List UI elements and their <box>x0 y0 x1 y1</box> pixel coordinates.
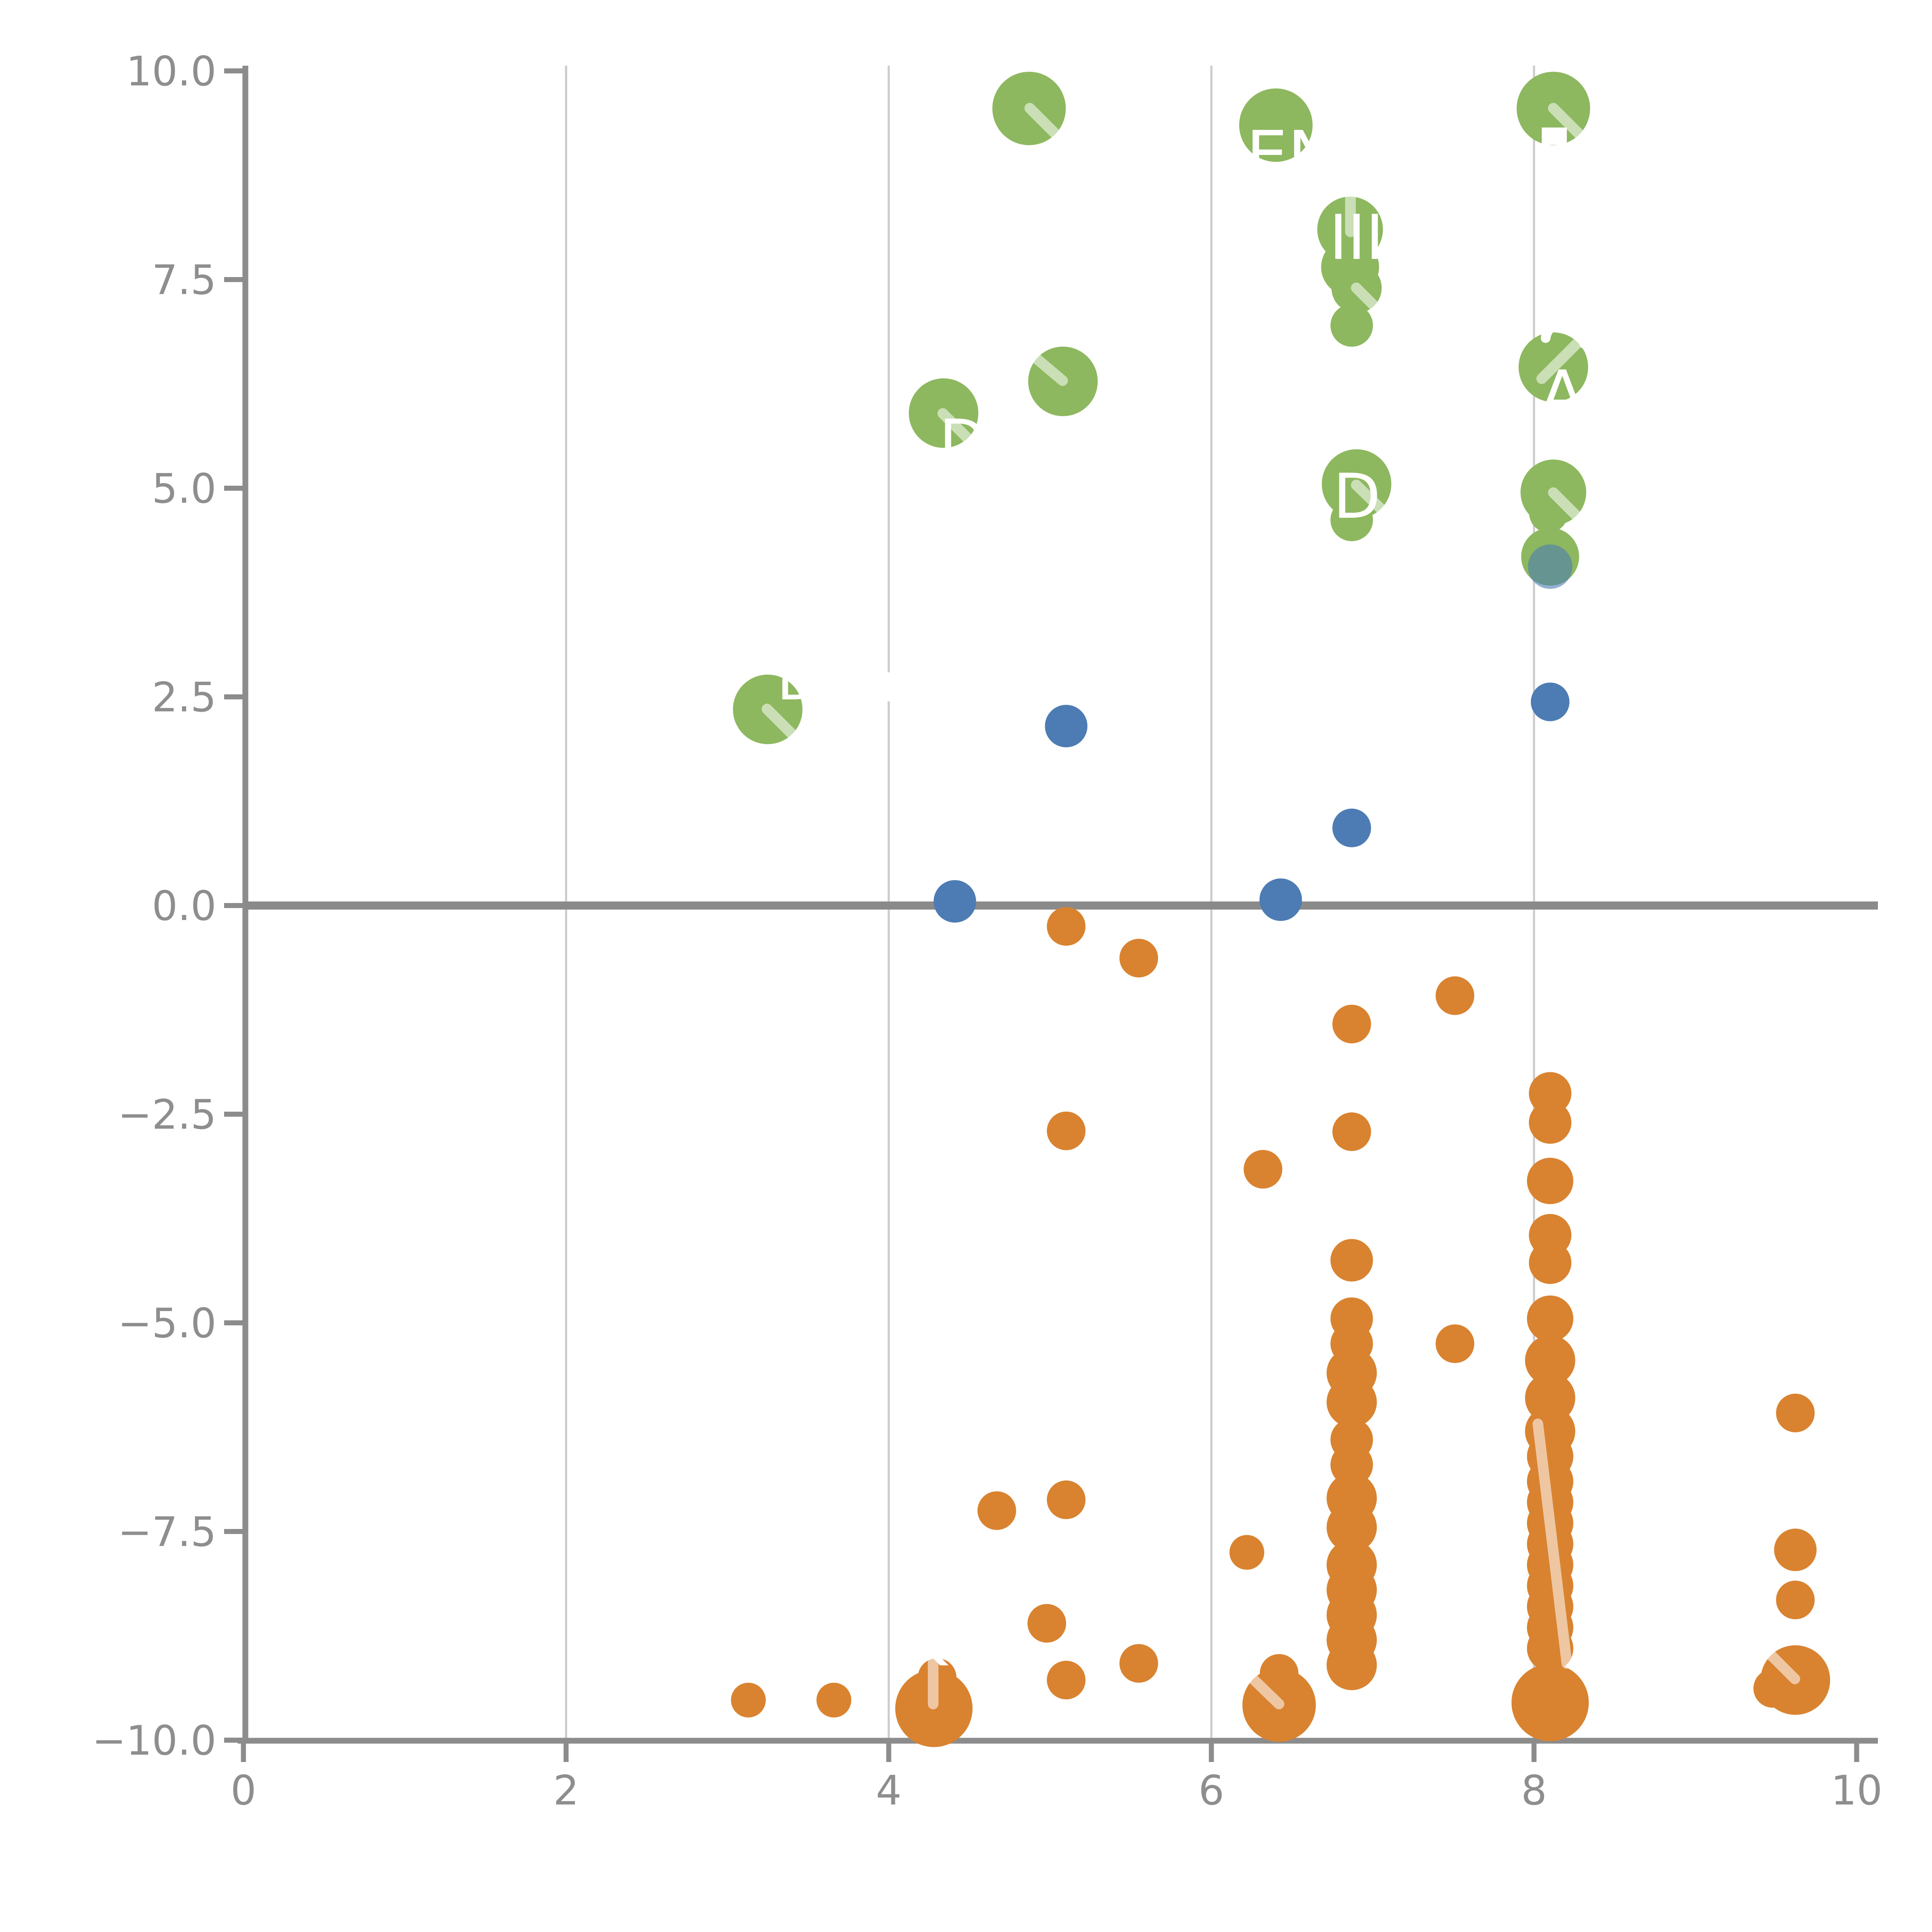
orange-dots-point-25[interactable] <box>1330 1239 1373 1282</box>
y-tick-label-0: 0.0 <box>152 883 216 930</box>
annotation-arc-fragment-0 <box>1541 316 1590 349</box>
orange-dots-point-40[interactable] <box>1529 1101 1571 1144</box>
y-tick-label--7.5: −7.5 <box>118 1509 216 1556</box>
y-tick-label--2.5: −2.5 <box>118 1091 216 1138</box>
leader-line-5 <box>937 408 1012 483</box>
x-tick-label-6: 6 <box>1199 1767 1225 1814</box>
annotation-labels-layer: M EN III D A D D KD E <box>777 117 1779 1681</box>
x-tick-label-4: 4 <box>876 1767 902 1814</box>
annotation-fragment-6: D <box>777 646 821 713</box>
orange-dots-point-33[interactable] <box>1327 1502 1377 1553</box>
orange-dots-point-1[interactable] <box>1119 939 1158 978</box>
blue-dots-point-2[interactable] <box>1259 878 1302 921</box>
y-tick-label-2.5: 2.5 <box>152 674 216 721</box>
leader-lines-layer <box>762 103 1800 1709</box>
annotation-fragment-0: M <box>1039 129 1099 210</box>
green-bubbles-point-6[interactable] <box>1330 304 1373 347</box>
green-bubbles-point-1[interactable] <box>1239 88 1313 162</box>
orange-dots-point-29[interactable] <box>1327 1377 1377 1427</box>
orange-dots-point-15[interactable] <box>731 1682 766 1718</box>
annotation-rect-fragment-1 <box>1542 128 1567 145</box>
orange-dots-point-39[interactable] <box>1529 1072 1571 1115</box>
blue-dots-point-1[interactable] <box>1045 705 1088 748</box>
orange-dots-point-41[interactable] <box>1527 1158 1573 1204</box>
annotation-fragment-3: D <box>939 406 986 478</box>
leader-line-3 <box>1351 282 1412 344</box>
leader-line-8 <box>1548 487 1624 564</box>
axes-layer <box>224 66 1878 1762</box>
leader-line-11 <box>1214 1641 1284 1709</box>
orange-dots-point-38[interactable] <box>1327 1640 1377 1690</box>
orange-dots-point-18[interactable] <box>1776 1580 1815 1619</box>
annotation-fragment-2: III <box>1329 201 1384 274</box>
orange-dots-point-11[interactable] <box>1229 1535 1264 1570</box>
orange-dots-point-3[interactable] <box>1435 976 1475 1015</box>
leader-line-4 <box>995 323 1068 386</box>
orange-dots-point-43[interactable] <box>1529 1241 1571 1284</box>
blue-dots-point-3[interactable] <box>1332 808 1371 847</box>
y-tick-label-5: 5.0 <box>152 465 216 512</box>
orange-dots-point-58[interactable] <box>1511 1664 1589 1742</box>
annotation-fragment-8: E <box>1743 1556 1779 1623</box>
annotation-rect-fragment-0 <box>887 672 910 701</box>
orange-dots-point-16[interactable] <box>816 1682 852 1718</box>
leader-line-6 <box>1536 315 1605 384</box>
orange-dots-point-8[interactable] <box>1776 1393 1815 1432</box>
orange-dots-point-5[interactable] <box>1332 1112 1371 1151</box>
y-tick-label-7.5: 7.5 <box>152 257 216 304</box>
blue-dots-point-5[interactable] <box>1528 544 1573 589</box>
annotation-fragment-1: EN <box>1246 117 1337 194</box>
orange-dots-point-44[interactable] <box>1527 1295 1573 1342</box>
annotation-fragment-7: KD <box>904 1605 998 1681</box>
x-tick-label-8: 8 <box>1521 1767 1547 1814</box>
orange-dots-point-31[interactable] <box>1330 1443 1373 1486</box>
blue-dots-point-4[interactable] <box>1531 682 1570 721</box>
orange-dots-point-17[interactable] <box>1774 1529 1817 1571</box>
tick-labels-layer: 10.0 7.5 5.0 2.5 0.0 −2.5 −5.0 −7.5 −10.0 0 2 4 6 8 10 <box>92 48 1883 1814</box>
leader-line-0 <box>1024 103 1112 191</box>
leader-line-1 <box>1548 103 1636 191</box>
orange-dots-point-10[interactable] <box>1047 1480 1086 1519</box>
leader-line-7 <box>1351 480 1425 552</box>
annotation-fragment-5: D <box>1333 460 1381 532</box>
orange-dots-point-4[interactable] <box>1047 1111 1086 1150</box>
orange-dots-point-9[interactable] <box>977 1491 1016 1530</box>
y-tick-label-10: 10.0 <box>126 48 216 95</box>
leader-line-13 <box>1726 1610 1800 1684</box>
x-tick-label-10: 10 <box>1831 1767 1883 1814</box>
orange-dots-point-6[interactable] <box>1243 1150 1282 1189</box>
y-tick-label--10: −10.0 <box>92 1717 216 1764</box>
leader-line-12 <box>1532 1418 1572 1669</box>
orange-dots-point-2[interactable] <box>1332 1005 1371 1044</box>
orange-dots-point-0[interactable] <box>1047 907 1086 946</box>
orange-dots-point-7[interactable] <box>1435 1324 1475 1363</box>
orange-dots-point-14[interactable] <box>1119 1644 1158 1683</box>
x-tick-label-2: 2 <box>553 1767 579 1814</box>
green-bubbles-point-11[interactable] <box>1330 498 1373 541</box>
orange-dots-point-45[interactable] <box>1525 1335 1575 1386</box>
orange-dots-point-12[interactable] <box>1027 1604 1066 1643</box>
orange-dots-point-13[interactable] <box>1047 1660 1086 1699</box>
y-tick-label--5: −5.0 <box>118 1300 216 1347</box>
blue-dots-point-0[interactable] <box>934 880 976 923</box>
leader-line-9 <box>762 704 838 780</box>
annotation-fragment-4: A <box>1540 357 1585 433</box>
x-tick-label-0: 0 <box>231 1767 257 1814</box>
